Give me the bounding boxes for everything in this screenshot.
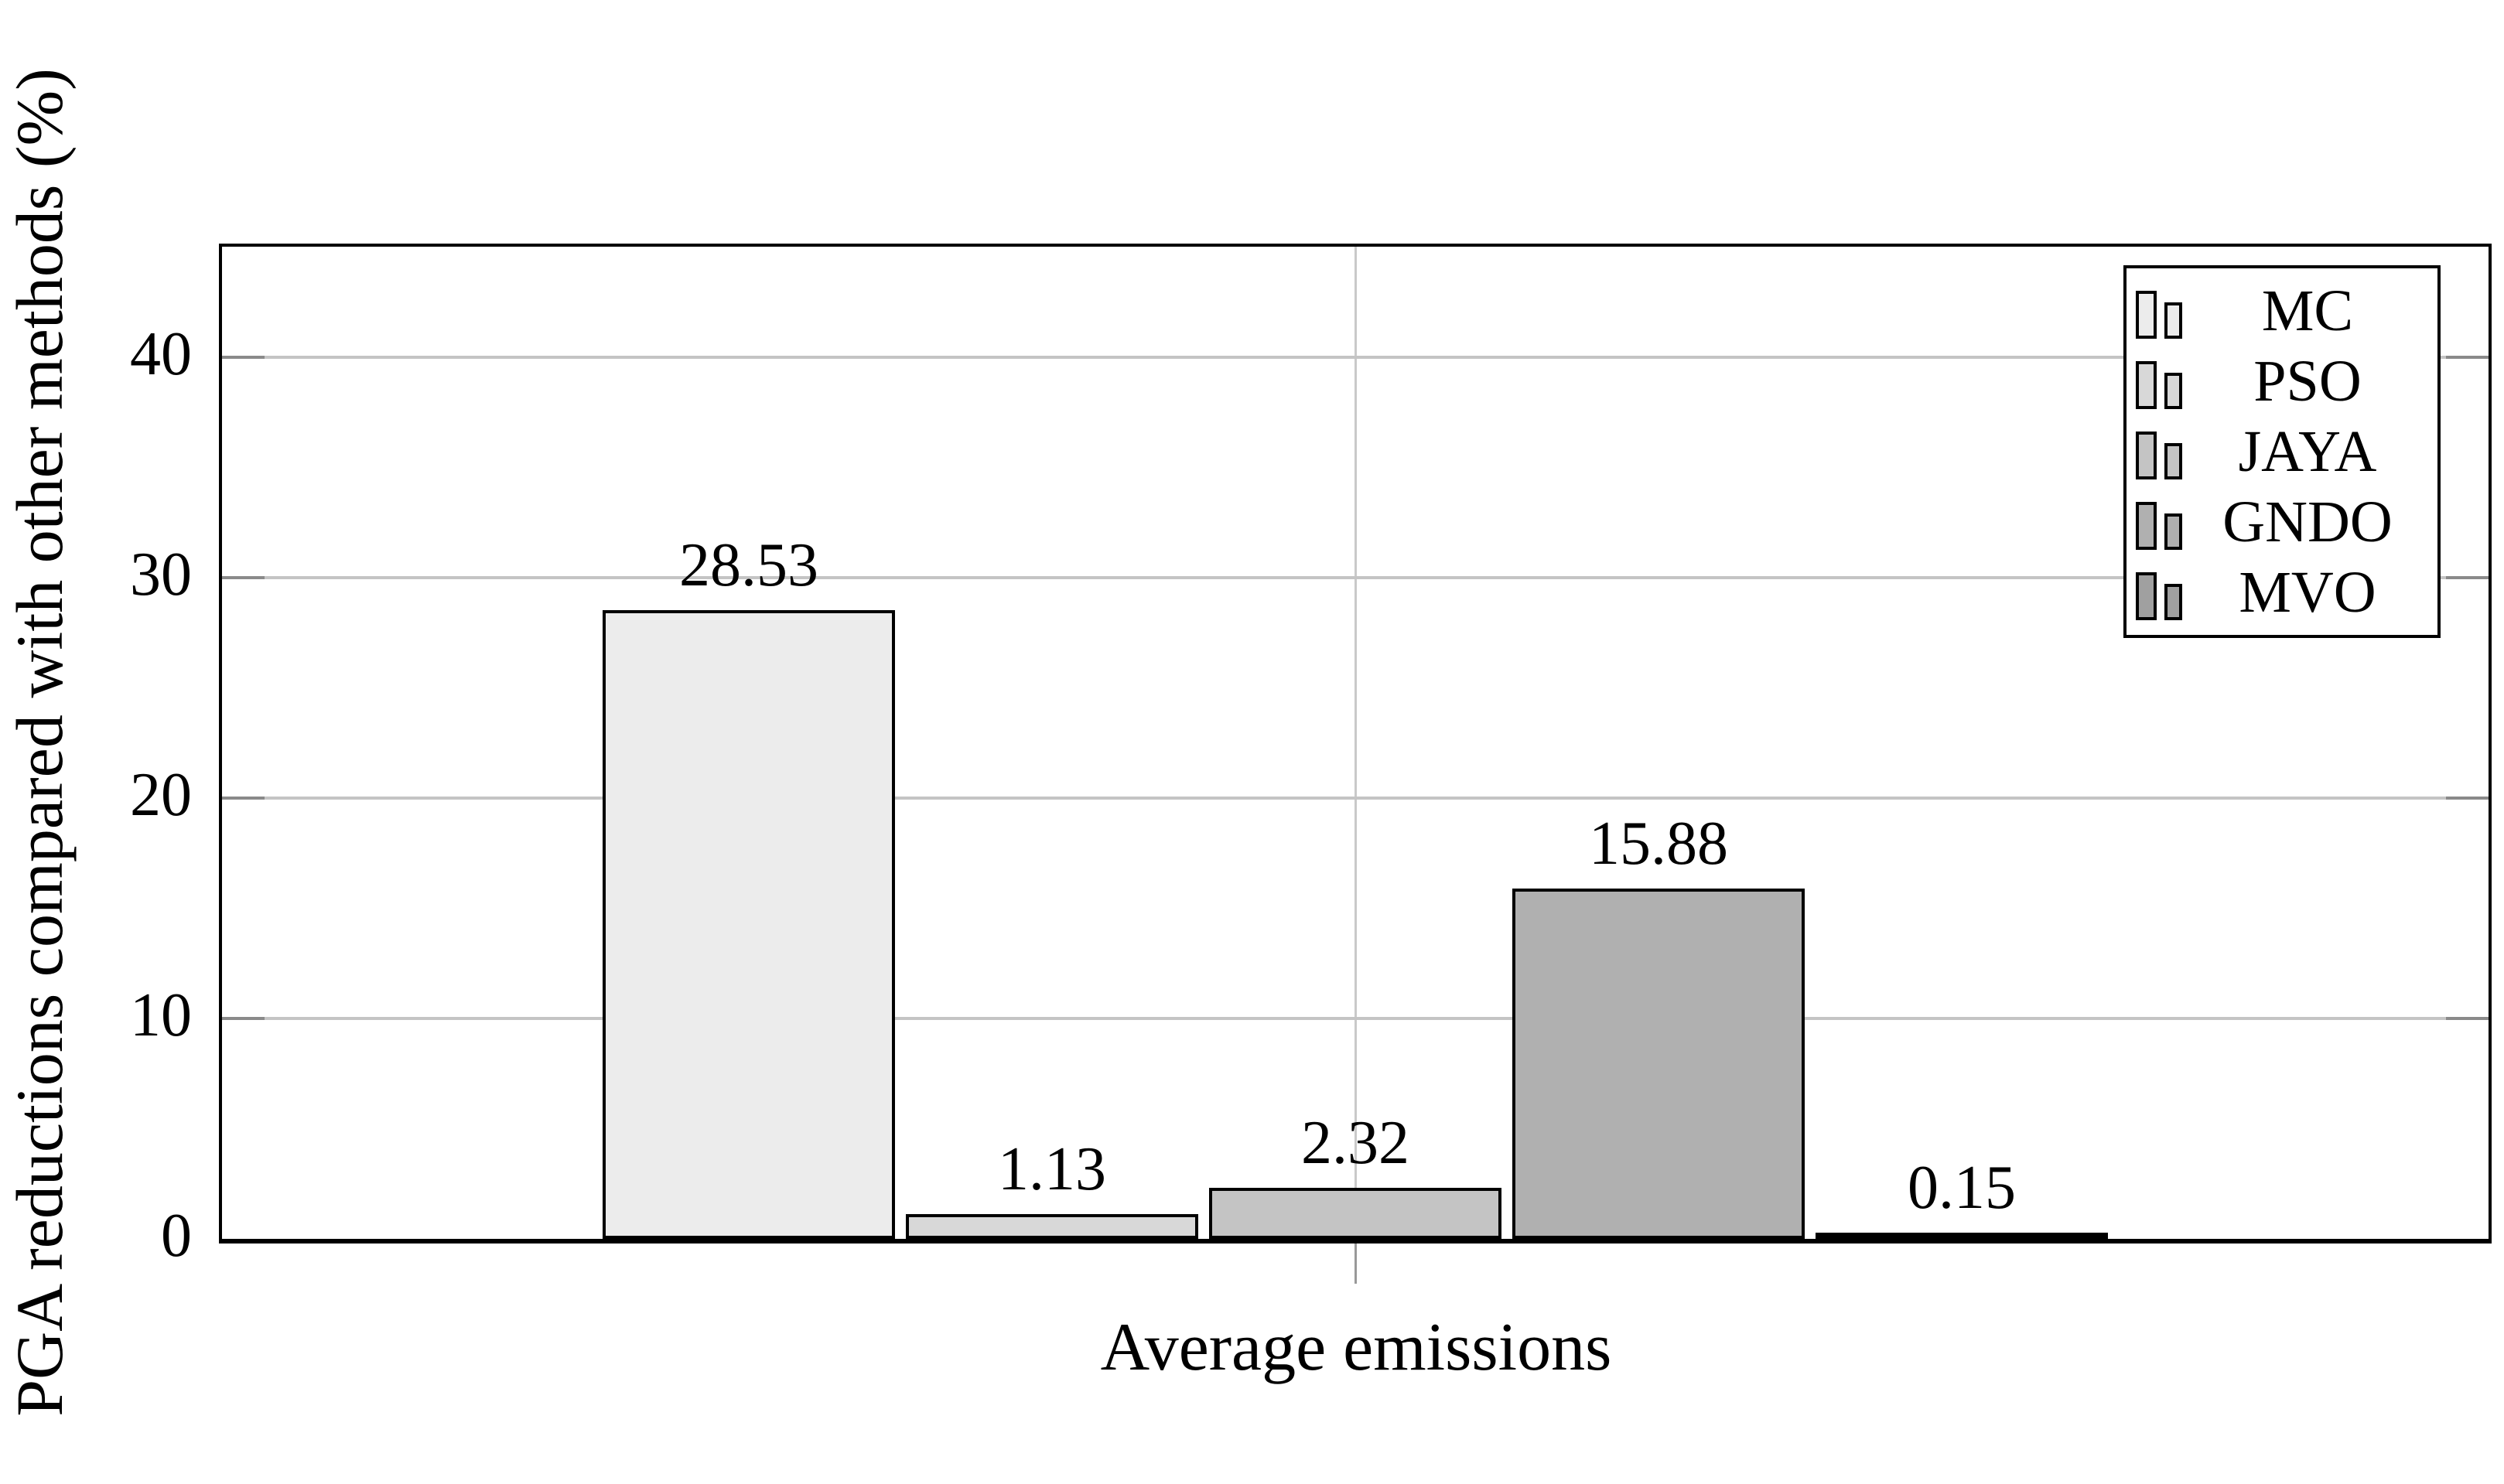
legend-label: PSO [2253,349,2362,414]
legend-minibar-short [2164,302,2182,339]
bar-MC [603,609,895,1239]
y-tick-mark-right [2446,575,2489,579]
legend-minibar-short [2164,373,2182,410]
bar-GNDO [1512,889,1805,1239]
x-tick-mark [1354,1243,1357,1284]
bar-MVO [1816,1233,2108,1239]
legend-minibar-tall [2136,431,2157,479]
legend-item-MC: MC [2136,281,2428,340]
legend-minibar-tall [2136,361,2157,410]
x-axis-label: Average emissions [1100,1310,1612,1385]
gridline-30 [222,575,2489,579]
y-tick-mark-right [2446,796,2489,800]
legend-marker-icon [2136,571,2187,622]
legend: MC PSO JAYA GNDO MVO [2123,265,2441,638]
legend-label: GNDO [2222,489,2393,554]
legend-marker-icon [2136,430,2187,481]
y-tick-mark-left [222,796,265,800]
bar-JAYA [1209,1187,1501,1239]
gridline-40 [222,355,2489,359]
bar-value-label-MVO: 0.15 [1908,1154,2016,1222]
y-tick-mark-right [2446,1016,2489,1020]
bar-value-label-MC: 28.53 [679,530,818,599]
legend-label: MC [2261,278,2354,344]
legend-item-MVO: MVO [2136,563,2428,622]
y-tick-label-10: 10 [130,981,192,1049]
y-tick-mark-left [222,1016,265,1020]
bar-value-label-JAYA: 2.32 [1301,1108,1409,1177]
bar-PSO [906,1213,1198,1239]
legend-item-GNDO: GNDO [2136,493,2428,551]
legend-marker-icon [2136,289,2187,340]
y-tick-mark-right [2446,355,2489,359]
legend-item-PSO: PSO [2136,352,2428,411]
legend-minibar-short [2164,513,2182,550]
plot-area: 28.53 1.13 2.32 15.88 0.15 [219,244,2492,1243]
gridline-10 [222,1016,2489,1020]
legend-minibar-short [2164,583,2182,620]
bar-value-label-GNDO: 15.88 [1589,810,1728,878]
y-tick-mark-left [222,575,265,579]
bar-value-label-PSO: 1.13 [998,1134,1106,1203]
legend-label: JAYA [2238,418,2377,484]
legend-marker-icon [2136,360,2187,411]
y-tick-mark-left [222,355,265,359]
legend-item-JAYA: JAYA [2136,422,2428,481]
y-tick-label-0: 0 [161,1202,192,1270]
legend-marker-icon [2136,500,2187,551]
y-tick-label-30: 30 [130,540,192,609]
legend-minibar-tall [2136,571,2157,620]
legend-minibar-tall [2136,291,2157,339]
y-tick-label-20: 20 [130,760,192,829]
legend-label: MVO [2239,559,2376,625]
gridline-20 [222,796,2489,800]
category-gridline [1354,247,1357,1239]
legend-minibar-tall [2136,501,2157,550]
y-tick-label-40: 40 [130,319,192,388]
legend-minibar-short [2164,442,2182,479]
